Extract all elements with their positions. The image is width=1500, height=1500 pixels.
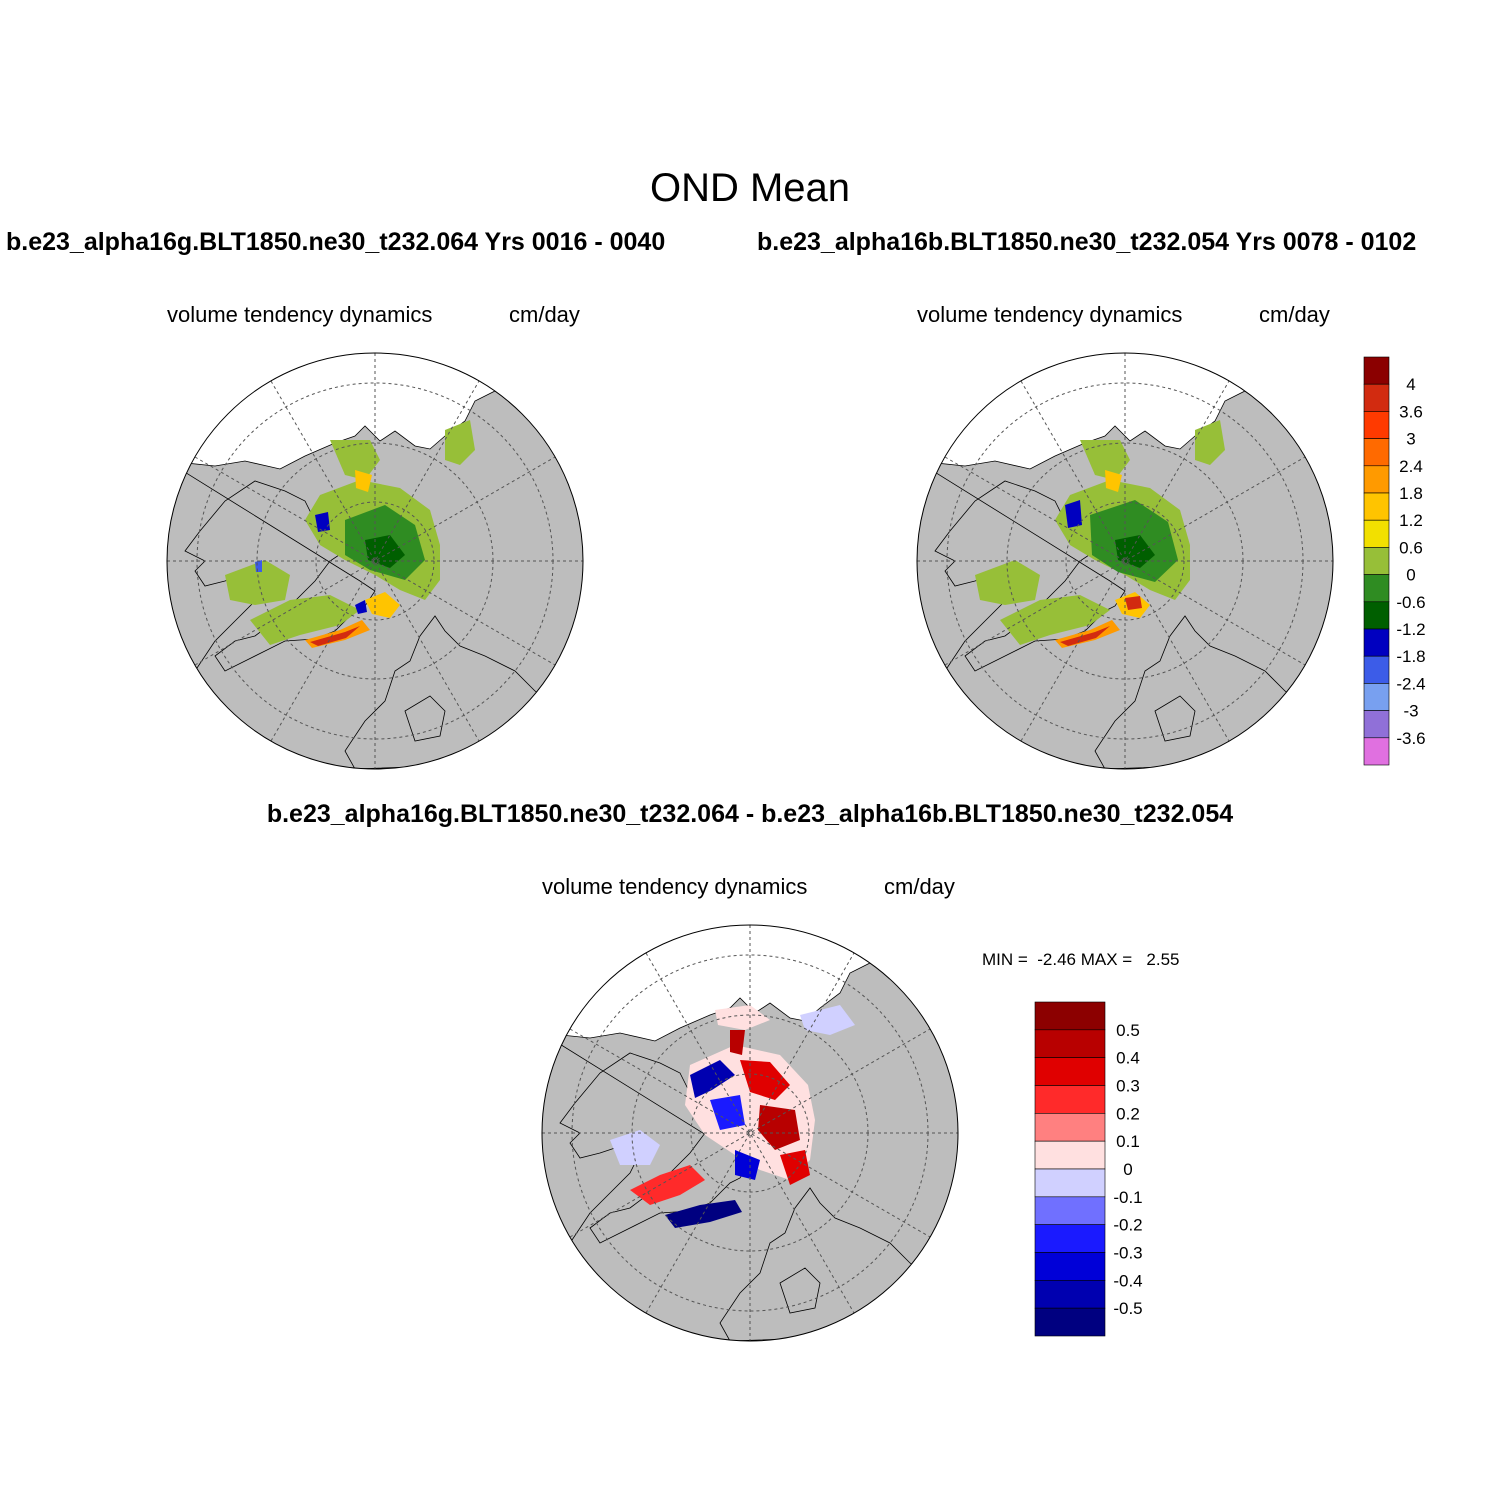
main-colorbar-tick-label: 4: [1406, 375, 1415, 394]
main-colorbar-swatch: [1363, 519, 1390, 548]
main-colorbar-swatch: [1363, 737, 1390, 766]
left-sea-ice-field: [225, 420, 475, 648]
main-colorbar-tick-label: 0.6: [1399, 538, 1423, 557]
main-colorbar-swatch: [1363, 411, 1390, 439]
main-colorbar-swatch: [1363, 574, 1390, 603]
main-colorbar-tick-label: -0.6: [1396, 593, 1425, 612]
main-colorbar-tick-label: 2.4: [1399, 457, 1423, 476]
main-colorbar-swatch: [1363, 601, 1390, 630]
difference-title: b.e23_alpha16g.BLT1850.ne30_t232.064 - b…: [266, 800, 1234, 828]
main-colorbar-swatch: [1363, 655, 1390, 684]
main-colorbar-swatch: [1363, 356, 1390, 385]
diff-colorbar-tick-label: -0.1: [1113, 1188, 1142, 1207]
main-colorbar-swatch: [1363, 710, 1390, 739]
diff-colorbar-tick-label: 0.1: [1116, 1132, 1140, 1151]
left-run-title: b.e23_alpha16g.BLT1850.ne30_t232.064 Yrs…: [6, 228, 666, 256]
left-polar-map: [166, 352, 584, 770]
main-colorbar-tick-label: -3.6: [1396, 729, 1425, 748]
diff-colorbar-swatch: [1034, 1168, 1106, 1198]
right-graticule: [917, 353, 1333, 769]
main-colorbar-tick-label: -3: [1403, 702, 1418, 721]
diff-colorbar-tick-label: 0.2: [1116, 1104, 1140, 1123]
diff-units-label: cm/day: [884, 874, 955, 899]
main-colorbar-tick-label: -1.2: [1396, 620, 1425, 639]
diff-colorbar-swatch: [1034, 1307, 1106, 1337]
main-colorbar-tick-label: 1.8: [1399, 484, 1423, 503]
main-colorbar-swatch: [1363, 683, 1390, 711]
main-colorbar-swatch: [1363, 492, 1390, 521]
diff-colorbar-tick-label: 0.3: [1116, 1077, 1140, 1096]
right-polar-map: [916, 352, 1334, 770]
diff-colorbar-swatch: [1034, 1140, 1106, 1170]
diff-colorbar-tick-label: 0.4: [1116, 1049, 1140, 1068]
right-variable-label: volume tendency dynamics: [917, 302, 1183, 327]
difference-colorbar: 0.5 0.4 0.3 0.2 0.1 0 -0.1 -0.2 -0.3 -0.4 -0.5: [1034, 1001, 1143, 1337]
main-colorbar-tick-label: 0: [1406, 566, 1415, 585]
diff-colorbar-swatch: [1034, 1224, 1106, 1253]
diff-colorbar-swatch: [1034, 1057, 1106, 1086]
diff-colorbar-tick-label: 0: [1123, 1160, 1132, 1179]
diff-colorbar-swatch: [1034, 1196, 1106, 1225]
difference-polar-map: [541, 924, 959, 1342]
diff-graticule: [542, 925, 958, 1341]
diff-colorbar-tick-label: 0.5: [1116, 1021, 1140, 1040]
main-colorbar-tick-label: 3.6: [1399, 402, 1423, 421]
diff-colorbar-tick-label: -0.2: [1113, 1216, 1142, 1235]
main-colorbar-swatch: [1363, 438, 1390, 467]
diff-colorbar-swatch: [1034, 1280, 1106, 1309]
main-colorbar-tick-label: 1.2: [1399, 511, 1423, 530]
main-colorbar-tick-label: -1.8: [1396, 647, 1425, 666]
right-run-title: b.e23_alpha16b.BLT1850.ne30_t232.054 Yrs…: [757, 228, 1417, 256]
diff-colorbar-tick-label: -0.3: [1113, 1244, 1142, 1263]
right-units-label: cm/day: [1259, 302, 1330, 327]
main-colorbar-swatch: [1363, 547, 1390, 575]
left-variable-label: volume tendency dynamics: [167, 302, 433, 327]
diff-variable-label: volume tendency dynamics: [542, 874, 808, 899]
main-colorbar-swatch: [1363, 628, 1390, 657]
diff-colorbar-swatch: [1034, 1029, 1106, 1058]
right-sea-ice-field: [975, 420, 1225, 648]
left-graticule: [167, 353, 583, 769]
figure-title: OND Mean: [649, 166, 851, 210]
main-colorbar: 4 3.6 3 2.4 1.8 1.2 0.6 0 -0.6 -1.2 -1.8 -2.4 -3 -3.6: [1363, 356, 1426, 766]
diff-colorbar-swatch: [1034, 1085, 1106, 1114]
diff-colorbar-tick-label: -0.5: [1113, 1299, 1142, 1318]
left-units-label: cm/day: [509, 302, 580, 327]
diff-colorbar-swatch: [1034, 1113, 1106, 1142]
diff-colorbar-swatch: [1034, 1252, 1106, 1281]
main-colorbar-tick-label: -2.4: [1396, 674, 1425, 693]
main-colorbar-swatch: [1363, 465, 1390, 494]
main-colorbar-tick-label: 3: [1406, 430, 1415, 449]
main-colorbar-swatch: [1363, 383, 1390, 412]
diff-min-max-text: MIN = -2.46 MAX = 2.55: [982, 950, 1180, 969]
diff-colorbar-tick-label: -0.4: [1113, 1271, 1142, 1290]
diff-colorbar-swatch: [1034, 1001, 1106, 1031]
